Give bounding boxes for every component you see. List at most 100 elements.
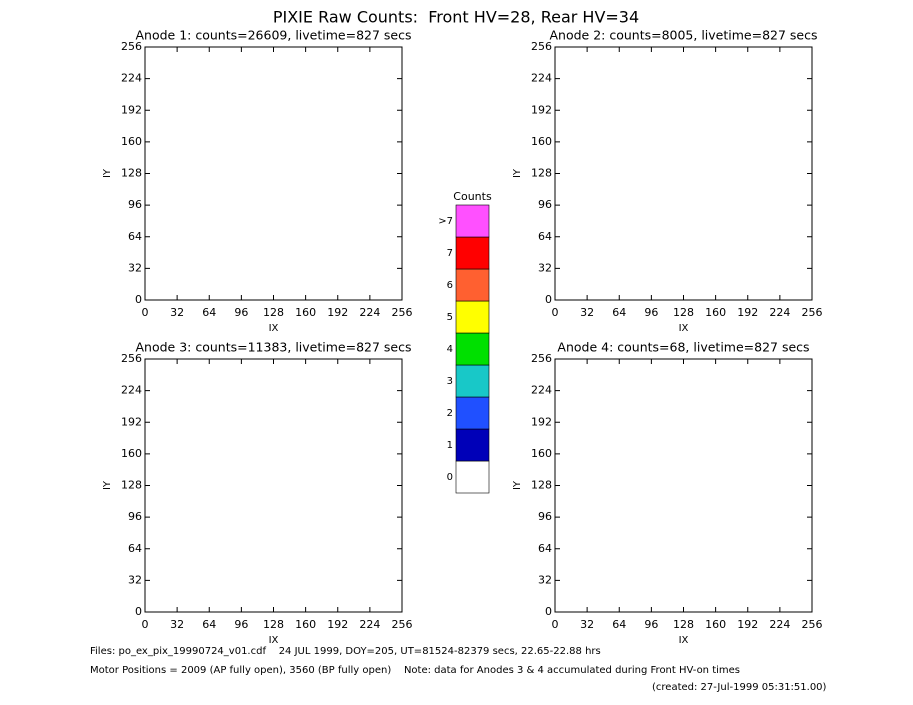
x-axis-label: IX [269, 635, 279, 646]
x-tick-label: 128 [673, 618, 694, 631]
y-tick-label: 0 [135, 293, 142, 306]
footer-created: (created: 27-Jul-1999 05:31:51.00) [652, 682, 827, 693]
y-tick-label: 192 [531, 103, 552, 116]
x-tick-label: 32 [580, 618, 594, 631]
x-tick-label: 256 [392, 618, 413, 631]
x-tick-label: 192 [327, 618, 348, 631]
colorbar-swatch [455, 396, 490, 430]
y-tick-label: 96 [538, 198, 552, 211]
y-tick-label: 64 [538, 542, 552, 555]
y-tick-label: 192 [121, 103, 142, 116]
y-tick-label: 224 [121, 72, 142, 85]
chart-title: PIXIE Raw Counts: Front HV=28, Rear HV=3… [273, 8, 639, 27]
panel-title: Anode 1: counts=26609, livetime=827 secs [136, 28, 412, 43]
y-axis-label: IY [102, 168, 113, 178]
y-tick-label: 0 [545, 605, 552, 618]
x-tick-label: 192 [327, 306, 348, 319]
x-tick-label: 160 [705, 306, 726, 319]
x-tick-label: 0 [142, 306, 149, 319]
x-tick-label: 224 [359, 618, 380, 631]
x-tick-label: 192 [737, 306, 758, 319]
x-tick-label: 256 [802, 618, 823, 631]
y-tick-label: 128 [531, 479, 552, 492]
y-axis-label: IY [512, 480, 523, 490]
footer-motor: Motor Positions = 2009 (AP fully open), … [90, 665, 740, 676]
footer-files: Files: po_ex_pix_19990724_v01.cdf 24 JUL… [90, 646, 601, 657]
y-tick-label: 128 [121, 167, 142, 180]
y-tick-label: 192 [121, 415, 142, 428]
colorbar-swatch [455, 204, 490, 238]
y-tick-label: 32 [538, 573, 552, 586]
y-tick-label: 224 [531, 72, 552, 85]
y-tick-label: 32 [128, 573, 142, 586]
colorbar-label: 1 [447, 440, 453, 451]
x-tick-label: 64 [202, 306, 216, 319]
x-tick-label: 160 [295, 618, 316, 631]
x-tick-label: 96 [234, 306, 248, 319]
y-tick-label: 128 [531, 167, 552, 180]
y-tick-label: 256 [121, 352, 142, 365]
colorbar-label: 5 [447, 312, 453, 323]
y-tick-label: 96 [128, 198, 142, 211]
y-tick-label: 160 [531, 447, 552, 460]
x-tick-label: 224 [769, 618, 790, 631]
y-tick-label: 256 [121, 40, 142, 53]
colorbar-label: 0 [447, 472, 453, 483]
x-tick-label: 0 [142, 618, 149, 631]
x-tick-label: 96 [234, 618, 248, 631]
y-tick-label: 128 [121, 479, 142, 492]
x-axis-label: IX [269, 323, 279, 334]
x-tick-label: 128 [263, 618, 284, 631]
y-tick-label: 64 [538, 230, 552, 243]
colorbar-label: 2 [447, 408, 453, 419]
x-tick-label: 0 [552, 618, 559, 631]
x-tick-label: 224 [769, 306, 790, 319]
colorbar-swatch [455, 460, 490, 494]
colorbar-label: 4 [447, 344, 453, 355]
y-tick-label: 160 [531, 135, 552, 148]
panel-title: Anode 3: counts=11383, livetime=827 secs [136, 340, 412, 355]
x-tick-label: 256 [392, 306, 413, 319]
y-tick-label: 96 [128, 510, 142, 523]
x-tick-label: 64 [612, 306, 626, 319]
x-tick-label: 128 [263, 306, 284, 319]
colorbar-swatch [455, 236, 490, 270]
y-tick-label: 32 [538, 261, 552, 274]
y-tick-label: 256 [531, 40, 552, 53]
x-tick-label: 96 [644, 618, 658, 631]
y-tick-label: 192 [531, 415, 552, 428]
y-tick-label: 160 [121, 447, 142, 460]
x-axis-label: IX [679, 635, 689, 646]
y-tick-label: 0 [545, 293, 552, 306]
y-tick-label: 32 [128, 261, 142, 274]
y-tick-label: 160 [121, 135, 142, 148]
colorbar-swatch [455, 364, 490, 398]
y-tick-label: 96 [538, 510, 552, 523]
x-tick-label: 160 [705, 618, 726, 631]
x-tick-label: 160 [295, 306, 316, 319]
y-tick-label: 64 [128, 230, 142, 243]
x-tick-label: 128 [673, 306, 694, 319]
x-tick-label: 0 [552, 306, 559, 319]
x-tick-label: 32 [170, 618, 184, 631]
x-tick-label: 96 [644, 306, 658, 319]
x-tick-label: 224 [359, 306, 380, 319]
y-tick-label: 256 [531, 352, 552, 365]
colorbar-swatch [455, 268, 490, 302]
colorbar-title: Counts [453, 190, 492, 203]
x-tick-label: 32 [170, 306, 184, 319]
x-tick-label: 32 [580, 306, 594, 319]
y-tick-label: 224 [121, 384, 142, 397]
y-tick-label: 224 [531, 384, 552, 397]
panel-title: Anode 4: counts=68, livetime=827 secs [557, 340, 809, 355]
y-tick-label: 64 [128, 542, 142, 555]
y-axis-label: IY [512, 168, 523, 178]
colorbar-label: >7 [438, 216, 453, 227]
x-tick-label: 256 [802, 306, 823, 319]
colorbar-label: 7 [447, 248, 453, 259]
x-tick-label: 192 [737, 618, 758, 631]
y-tick-label: 0 [135, 605, 142, 618]
colorbar-label: 3 [447, 376, 453, 387]
y-axis-label: IY [102, 480, 113, 490]
